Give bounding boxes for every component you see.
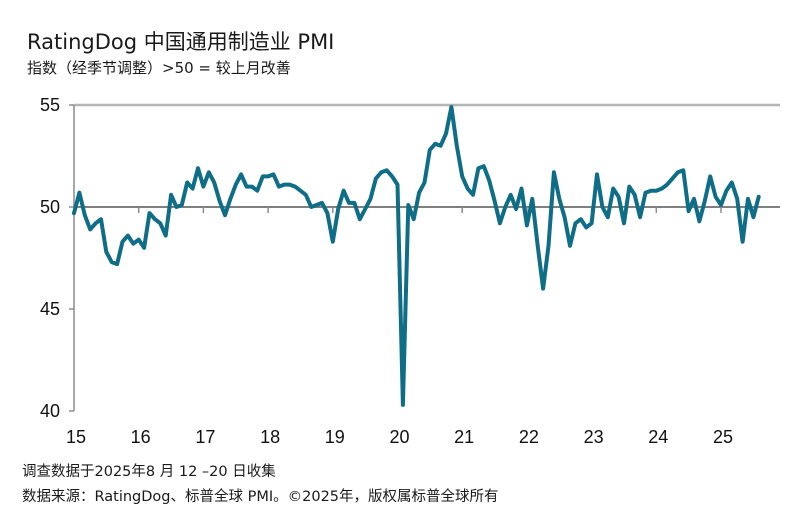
- x-tick-label: 17: [195, 427, 215, 447]
- chart-subtitle: 指数（经季节调整）>50 = 较上月改善: [27, 59, 291, 77]
- y-tick-label: 40: [40, 401, 60, 421]
- x-tick-label: 20: [389, 427, 409, 447]
- x-tick-label: 19: [325, 427, 345, 447]
- x-tick-label: 16: [131, 427, 151, 447]
- source-note: 数据来源：RatingDog、标普全球 PMI。©2025年，版权属标普全球所有: [22, 489, 499, 505]
- x-tick-label: 15: [66, 427, 86, 447]
- x-tick-label: 23: [584, 427, 604, 447]
- x-tick-label: 21: [454, 427, 474, 447]
- survey-note: 调查数据于2025年8 月 12 –20 日收集: [22, 464, 276, 480]
- y-tick-label: 50: [40, 197, 60, 217]
- y-tick-label: 45: [40, 299, 60, 319]
- pmi-series-line: [72, 105, 761, 407]
- x-tick-label: 18: [260, 427, 280, 447]
- x-tick-label: 22: [519, 427, 539, 447]
- x-tick-label: 24: [648, 427, 668, 447]
- y-tick-label: 55: [40, 95, 60, 115]
- chart-title: RatingDog 中国通用制造业 PMI: [27, 30, 335, 54]
- x-tick-label: 25: [713, 427, 733, 447]
